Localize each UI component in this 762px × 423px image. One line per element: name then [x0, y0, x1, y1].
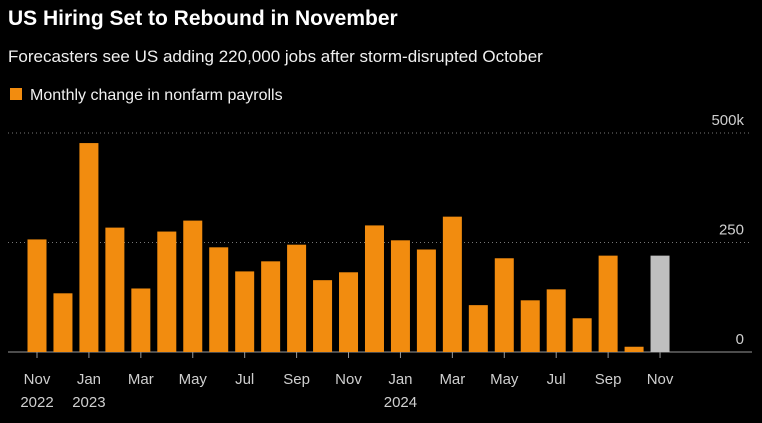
bar — [598, 255, 618, 352]
legend-label: Monthly change in nonfarm payrolls — [30, 87, 283, 104]
bar — [416, 249, 436, 352]
bar — [79, 143, 99, 352]
x-tick-label: Jul — [235, 371, 254, 388]
x-tick-label: Nov — [647, 371, 674, 388]
bar — [53, 293, 73, 352]
x-tick-label: Jul — [547, 371, 566, 388]
x-tick-label: May — [179, 371, 208, 388]
bar — [339, 272, 359, 352]
x-tick-year: 2022 — [20, 394, 53, 411]
bar — [261, 261, 281, 352]
bar — [131, 288, 151, 352]
bar — [209, 247, 229, 352]
y-tick-label: 250 — [719, 222, 744, 239]
bar — [650, 255, 670, 352]
y-tick-label: 500k — [711, 112, 744, 129]
bar — [546, 289, 566, 352]
x-tick-year: 2023 — [72, 394, 105, 411]
x-tick-label: Sep — [283, 371, 310, 388]
bar — [313, 280, 333, 352]
legend-swatch — [10, 88, 22, 100]
x-tick-year: 2024 — [384, 394, 417, 411]
bar — [494, 258, 514, 352]
bar — [235, 271, 255, 352]
x-tick-label: May — [490, 371, 519, 388]
bar — [468, 305, 488, 352]
chart-title: US Hiring Set to Rebound in November — [8, 7, 398, 30]
x-tick-label: Jan — [388, 371, 412, 388]
bar — [287, 244, 307, 352]
chart-subtitle: Forecasters see US adding 220,000 jobs a… — [8, 47, 543, 66]
bar — [442, 216, 462, 352]
x-tick-label: Jan — [77, 371, 101, 388]
bar — [390, 240, 410, 352]
x-tick-label: Mar — [128, 371, 154, 388]
x-tick-label: Mar — [439, 371, 465, 388]
x-tick-label: Nov — [24, 371, 51, 388]
x-tick-label: Nov — [335, 371, 362, 388]
bar — [105, 227, 125, 352]
bar — [157, 231, 177, 352]
y-tick-label: 0 — [736, 331, 744, 348]
bar — [624, 346, 644, 352]
bar — [520, 300, 540, 352]
bar — [27, 239, 47, 352]
bar — [183, 220, 203, 352]
x-tick-label: Sep — [595, 371, 622, 388]
bar — [572, 318, 592, 352]
bar — [364, 225, 384, 352]
